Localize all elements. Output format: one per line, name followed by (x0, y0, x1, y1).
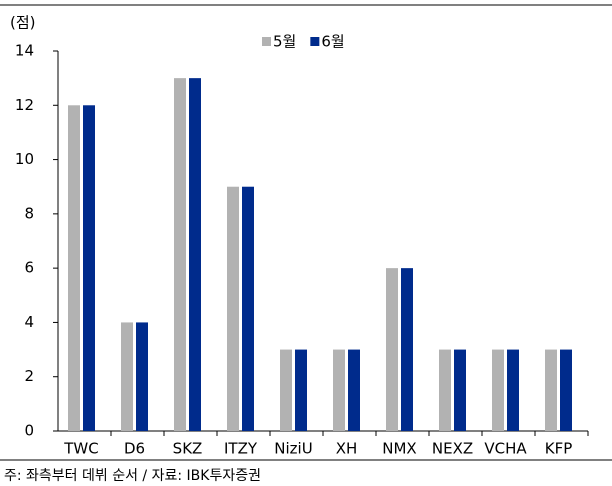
bar (189, 78, 201, 432)
bar (68, 105, 80, 432)
bar (136, 322, 148, 431)
legend-swatch (310, 37, 320, 46)
y-tick-label: 2 (24, 367, 34, 385)
bar (348, 349, 360, 431)
x-tick-label: D6 (124, 440, 145, 458)
y-tick-label: 8 (24, 204, 34, 222)
legend-label: 5월 (273, 33, 296, 51)
bar (439, 349, 451, 431)
bar (401, 268, 413, 431)
y-tick-label: 0 (24, 422, 34, 440)
bar (507, 349, 519, 431)
y-unit: (점) (10, 14, 36, 32)
bar (242, 186, 254, 431)
x-tick-label: ITZY (224, 440, 258, 458)
bar (227, 186, 239, 431)
y-tick-label: 10 (15, 150, 34, 168)
bar (83, 105, 95, 432)
y-tick-label: 12 (15, 96, 34, 114)
bar (174, 78, 186, 432)
x-tick-label: NMX (382, 440, 416, 458)
y-tick-label: 14 (15, 42, 34, 60)
y-tick-label: 4 (24, 313, 34, 331)
bar (545, 349, 557, 431)
bar (386, 268, 398, 431)
legend-swatch (262, 37, 271, 46)
y-tick-label: 6 (24, 259, 34, 277)
bar (121, 322, 133, 431)
footnote: 주: 좌측부터 데뷔 순서 / 자료: IBK투자증권 (4, 468, 261, 484)
bar (333, 349, 345, 431)
x-tick-label: SKZ (173, 440, 203, 458)
x-tick-label: NEXZ (432, 440, 473, 458)
x-tick-label: NiziU (274, 440, 312, 458)
x-tick-label: XH (336, 440, 358, 458)
bar (492, 349, 504, 431)
bar (295, 349, 307, 431)
bar (454, 349, 466, 431)
bar (280, 349, 292, 431)
x-tick-label: KFP (545, 440, 573, 458)
x-tick-label: TWC (63, 440, 98, 458)
legend-label: 6월 (321, 33, 344, 51)
bar (560, 349, 572, 431)
x-tick-label: VCHA (484, 440, 527, 458)
